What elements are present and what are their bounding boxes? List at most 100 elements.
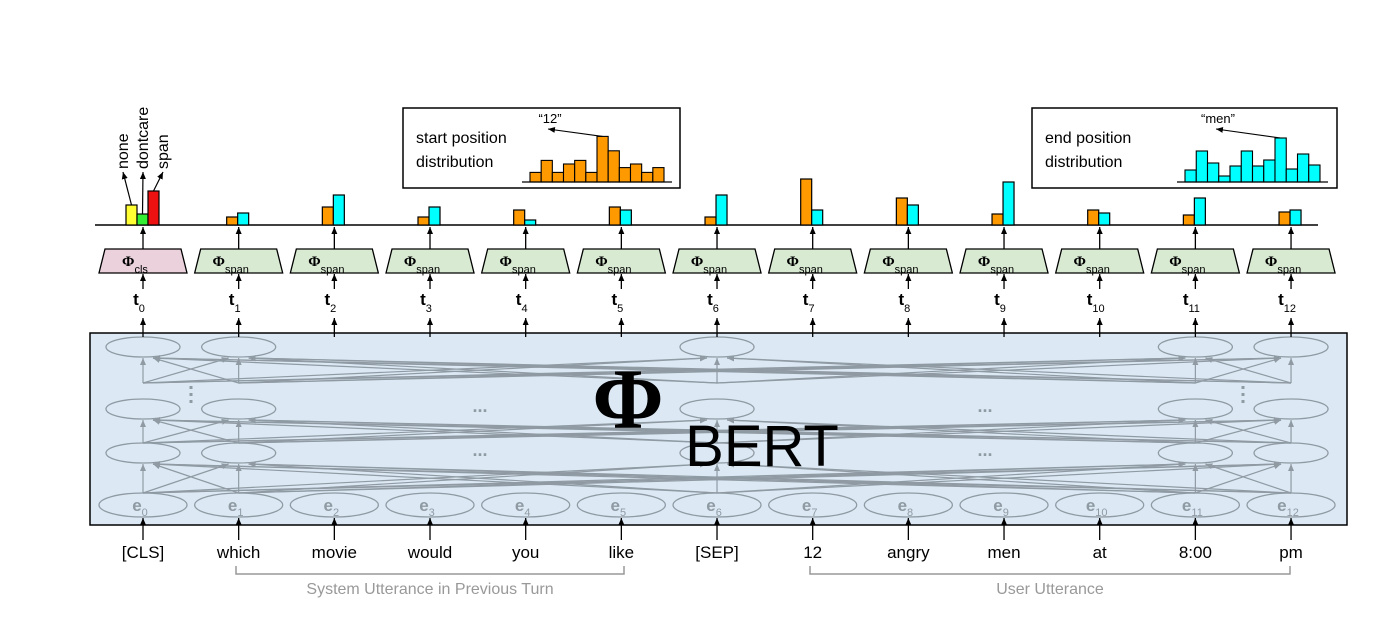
embedding-label: e3 <box>419 496 435 519</box>
distribution-bar <box>574 159 587 183</box>
t-symbol: t <box>1087 290 1093 309</box>
cls-label-arrow <box>139 171 146 215</box>
vertical-ellipsis-dot <box>189 393 193 396</box>
hidden-node <box>679 442 755 464</box>
span-head-label: Φspan <box>1265 254 1301 276</box>
input-token: like <box>609 543 635 562</box>
embedding-symbol: e <box>419 496 428 515</box>
embedding-index: 11 <box>1191 507 1202 519</box>
embedding-label: e1 <box>228 496 244 519</box>
t-symbol: t <box>516 290 522 309</box>
vertical-ellipsis-dot <box>1241 393 1245 396</box>
phi-symbol: Φ <box>500 254 512 270</box>
distribution-bar <box>1240 150 1254 183</box>
embedding-symbol: e <box>802 496 811 515</box>
attention-edge <box>152 461 718 494</box>
distribution-bar <box>618 167 632 183</box>
t-symbol: t <box>133 290 139 309</box>
embedding-index: 10 <box>1095 507 1107 519</box>
head-subscript: span <box>321 264 345 276</box>
input-token: 12 <box>803 543 822 562</box>
attention-edge <box>726 417 1292 444</box>
attention-edge <box>152 418 239 444</box>
token-representation-label: t4 <box>516 290 528 315</box>
cls-head-label: Φcls <box>122 254 148 276</box>
segment-bracket <box>809 566 1291 575</box>
hidden-node <box>105 442 181 464</box>
distribution-bar <box>1229 165 1242 183</box>
embedding-node <box>863 492 954 518</box>
embedding-index: 7 <box>811 507 817 519</box>
bert-phi-symbol: Φ <box>592 351 663 447</box>
head-subscript: span <box>225 264 249 276</box>
distribution-bar <box>596 135 609 183</box>
peak-pointer-arrow <box>547 126 603 137</box>
embedding-symbol: e <box>611 496 620 515</box>
span-head <box>385 248 475 274</box>
cls-bar-span <box>147 190 160 226</box>
token-representation-label: t6 <box>707 290 719 315</box>
t-index: 6 <box>713 303 719 315</box>
span-head-label: Φspan <box>404 254 440 276</box>
attention-edge <box>726 355 1292 384</box>
attention-edge <box>726 461 1292 494</box>
embedding-label: e6 <box>706 496 722 519</box>
embedding-label: e4 <box>515 496 531 519</box>
hidden-node <box>1253 442 1329 464</box>
span-head-label: Φspan <box>308 254 344 276</box>
token-representation-label: t7 <box>803 290 815 315</box>
t-symbol: t <box>1278 290 1284 309</box>
t-symbol: t <box>611 290 617 309</box>
head-subscript: span <box>703 264 727 276</box>
embedding-node <box>672 492 762 518</box>
token-representation-label: t12 <box>1278 290 1296 315</box>
attention-edge <box>716 461 1186 494</box>
t-index: 9 <box>1000 303 1006 315</box>
distribution-bar <box>1195 150 1209 183</box>
embedding-label: e10 <box>1086 496 1108 519</box>
attention-edge <box>248 355 1292 384</box>
span-head <box>863 248 954 274</box>
phi-symbol: Φ <box>122 254 134 270</box>
end-score-bar <box>811 209 824 226</box>
end-score-bar <box>619 209 632 226</box>
head-subscript: span <box>1182 264 1206 276</box>
span-head <box>193 248 284 274</box>
distribution-bar <box>1308 164 1321 183</box>
embedding-label: e5 <box>611 496 627 519</box>
attention-edge <box>238 461 708 494</box>
embedding-index: 8 <box>907 507 913 519</box>
head-subscript: span <box>799 264 823 276</box>
attention-edge <box>1205 357 1292 384</box>
embedding-index: 6 <box>716 507 722 519</box>
hidden-node <box>1157 398 1234 420</box>
phi-symbol: Φ <box>595 254 607 270</box>
token-representation-label: t2 <box>324 290 336 315</box>
start-score-bar <box>800 178 813 226</box>
input-token: at <box>1093 543 1107 562</box>
start-score-bar <box>704 216 717 226</box>
vertical-ellipsis-dot <box>1241 386 1245 389</box>
phi-symbol: Φ <box>787 254 799 270</box>
start-score-bar <box>321 206 334 226</box>
embedding-node <box>98 492 188 518</box>
cls-bar-dontcare <box>136 213 149 226</box>
distribution-bar <box>652 167 665 183</box>
input-token: [CLS] <box>122 543 165 562</box>
t-index: 2 <box>330 303 336 315</box>
t-index: 0 <box>139 303 145 315</box>
embedding-index: 1 <box>237 507 243 519</box>
embedding-node <box>194 492 284 518</box>
phi-symbol: Φ <box>882 254 894 270</box>
t-index: 10 <box>1092 303 1104 315</box>
end-score-bar <box>332 194 345 226</box>
embedding-node <box>768 492 858 518</box>
start-score-bar <box>991 213 1004 226</box>
phi-symbol: Φ <box>1265 254 1277 270</box>
input-token: you <box>512 543 539 562</box>
hidden-node <box>679 398 755 420</box>
embedding-label: e2 <box>324 496 340 519</box>
token-representation-label: t9 <box>994 290 1006 315</box>
